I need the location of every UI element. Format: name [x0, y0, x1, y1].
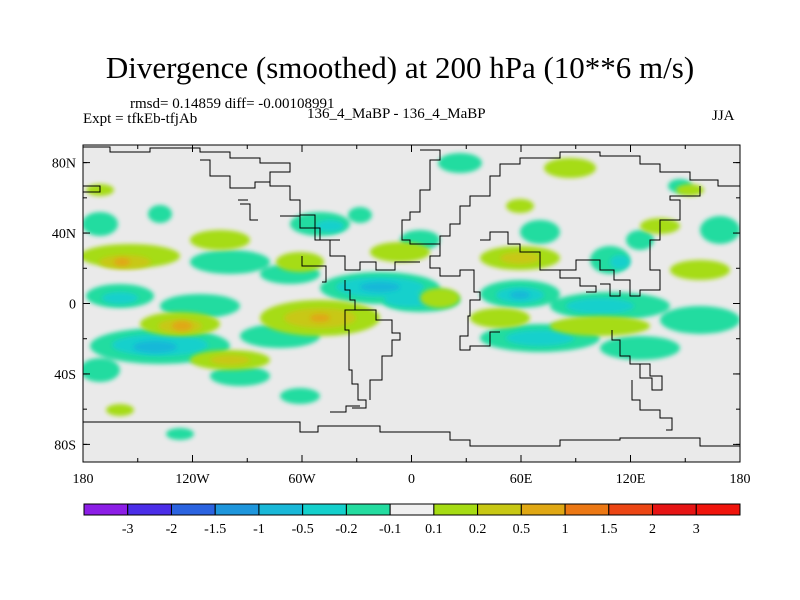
colorbar-label: 0.5 — [513, 522, 531, 537]
plot-title: Divergence (smoothed) at 200 hPa (10**6 … — [105, 50, 695, 85]
colorbar-label: -1.5 — [204, 522, 226, 537]
colorbar-swatch — [83, 503, 129, 516]
colorbar-swatch — [170, 503, 216, 516]
colorbar-label: 1 — [562, 522, 569, 537]
colorbar-label: 3 — [693, 522, 700, 537]
colorbar-swatch — [695, 503, 741, 516]
colorbar-swatch — [477, 503, 522, 516]
colorbar-label: 2 — [649, 522, 656, 537]
colorbar-label: -0.2 — [335, 522, 357, 537]
lon-tick-label: 120E — [616, 472, 646, 487]
colorbar-swatch — [345, 503, 391, 516]
colorbar-label: 0.2 — [469, 522, 487, 537]
colorbar-swatch — [127, 503, 172, 516]
lon-tick-label: 180 — [730, 472, 751, 487]
colorbar-swatch — [520, 503, 566, 516]
lon-tick-label: 60W — [288, 472, 316, 487]
colorbar-swatch — [389, 503, 435, 516]
colorbar-label: 1.5 — [600, 522, 618, 537]
lat-tick-label: 80S — [54, 438, 76, 453]
colorbar-label: 0.1 — [425, 522, 443, 537]
expt-label: Expt = tfkEb-tfjAb — [83, 111, 198, 127]
colorbar-swatch — [214, 503, 260, 516]
lat-tick-label: 0 — [69, 298, 76, 313]
colorbar-swatch — [433, 503, 479, 516]
coastline — [83, 146, 740, 447]
season-label: JJA — [712, 108, 735, 124]
lon-tick-label: 60E — [510, 472, 533, 487]
colorbar-label: -1 — [253, 522, 265, 537]
colorbar-swatch — [258, 503, 304, 516]
colorbar-swatch — [302, 503, 347, 516]
map-axes: 80N 40N 0 40S 80S 180 120W 60W 0 60E 120E 180 — [52, 145, 751, 487]
colorbar-label: -2 — [166, 522, 178, 537]
stats-label: rmsd= 0.14859 diff= -0.00108991 — [130, 96, 335, 112]
colorbar-label: -0.5 — [292, 522, 314, 537]
colorbar-swatch — [652, 503, 697, 516]
lat-tick-label: 80N — [52, 157, 76, 172]
lat-tick-label: 40N — [52, 227, 76, 242]
colorbar-swatch — [608, 503, 654, 516]
colorbar-label: -0.1 — [379, 522, 401, 537]
lat-tick-label: 40S — [54, 368, 76, 383]
lon-tick-label: 180 — [73, 472, 94, 487]
colorbar-label: -3 — [122, 522, 134, 537]
colorbar-swatch — [564, 503, 610, 516]
lon-tick-label: 0 — [408, 472, 415, 487]
contour-fills — [83, 153, 740, 440]
lon-tick-label: 120W — [175, 472, 210, 487]
experiment-label: 136_4_MaBP - 136_4_MaBP — [307, 106, 486, 122]
